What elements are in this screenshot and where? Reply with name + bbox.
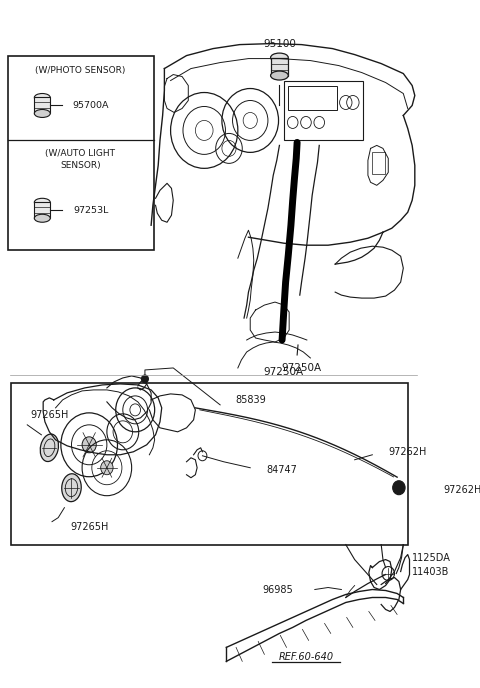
Text: 1125DA: 1125DA (412, 552, 451, 563)
Text: SENSOR): SENSOR) (60, 161, 101, 170)
Text: 96985: 96985 (262, 585, 293, 594)
Text: (W/AUTO LIGHT: (W/AUTO LIGHT (45, 149, 115, 158)
Text: 97250A: 97250A (281, 363, 322, 373)
Bar (284, 80, 363, 140)
Text: 97253L: 97253L (73, 206, 108, 215)
Bar (34, 202, 50, 218)
Text: REF.60-640: REF.60-640 (278, 652, 334, 663)
Text: 97262H: 97262H (388, 447, 427, 457)
Circle shape (82, 437, 96, 453)
Text: 11403B: 11403B (412, 566, 450, 577)
Ellipse shape (271, 71, 288, 80)
Text: 95700A: 95700A (72, 101, 109, 110)
Circle shape (142, 375, 148, 383)
Text: 97250A: 97250A (264, 367, 304, 377)
Text: 84747: 84747 (266, 465, 297, 475)
Text: 95100: 95100 (263, 39, 296, 49)
Bar (372, 152, 385, 174)
Ellipse shape (34, 94, 50, 102)
Text: 97262H: 97262H (443, 485, 480, 495)
Bar (8, 56, 154, 250)
Ellipse shape (34, 214, 50, 222)
Text: 97265H: 97265H (30, 410, 69, 420)
Text: 97265H: 97265H (70, 522, 108, 532)
Ellipse shape (34, 198, 50, 206)
Bar (34, 98, 50, 114)
Circle shape (101, 461, 113, 475)
Bar (12, 383, 408, 545)
Text: (W/PHOTO SENSOR): (W/PHOTO SENSOR) (35, 66, 125, 75)
Circle shape (393, 481, 405, 495)
Bar (288, 85, 337, 111)
Ellipse shape (62, 474, 81, 502)
Ellipse shape (40, 434, 59, 462)
Bar (271, 58, 288, 76)
Ellipse shape (34, 109, 50, 118)
Text: 85839: 85839 (235, 395, 266, 405)
Ellipse shape (271, 53, 288, 62)
